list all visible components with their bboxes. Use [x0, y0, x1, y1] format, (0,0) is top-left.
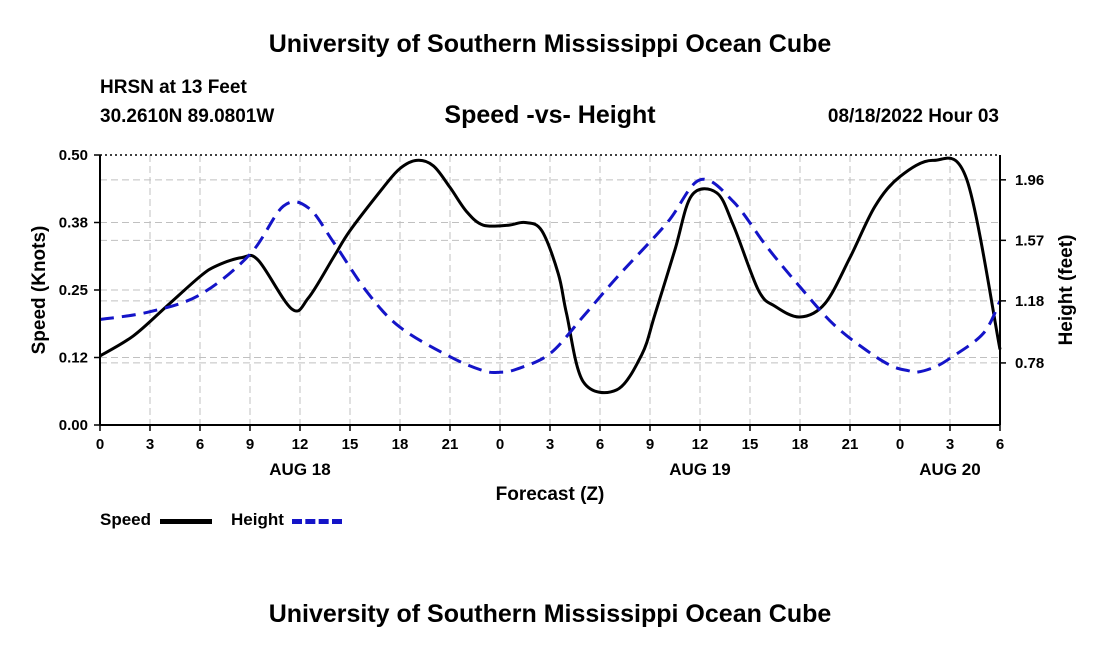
x-axis-title: Forecast (Z)	[496, 484, 605, 505]
x-tick-label: 0	[496, 436, 504, 453]
x-tick-label: 3	[946, 436, 954, 453]
y2-tick-label: 1.96	[1015, 172, 1044, 189]
x-tick-label: 21	[842, 436, 859, 453]
legend-height-label: Height	[231, 510, 284, 529]
x-tick-label: 15	[342, 436, 359, 453]
y-tick-label: 0.12	[59, 350, 88, 367]
chart-subtitle: Speed -vs- Height	[444, 101, 656, 129]
x-tick-label: 21	[442, 436, 459, 453]
legend-height-swatch	[292, 519, 342, 524]
series-line-speed	[99, 156, 1002, 395]
x-tick-label: 6	[596, 436, 604, 453]
footer-title: University of Southern Mississippi Ocean…	[268, 600, 832, 628]
y2-tick-label: 0.78	[1015, 355, 1044, 372]
y-tick-label: 0.25	[59, 282, 88, 299]
date-label: AUG 18	[269, 460, 330, 479]
coordinates-label: 30.2610N 89.0801W	[100, 106, 275, 127]
x-tick-label: 3	[546, 436, 554, 453]
station-label: HRSN at 13 Feet	[100, 77, 247, 98]
y-axis-title: Speed (Knots)	[29, 226, 50, 355]
date-label: AUG 19	[669, 460, 730, 479]
y2-axis-title: Height (feet)	[1056, 235, 1077, 346]
axis-labels: 0 3 6 9 12 15 18 21 0 3 6 9 12 15 18 21 0 3 6 0.00 0.12 0.25 0…	[29, 147, 1077, 505]
date-label: AUG 20	[919, 460, 980, 479]
y2-tick-label: 1.57	[1015, 232, 1044, 249]
series-line-height	[99, 177, 1002, 375]
x-tick-label: 9	[246, 436, 254, 453]
y2-tick-label: 1.18	[1015, 293, 1044, 310]
forecast-datetime: 08/18/2022 Hour 03	[827, 106, 999, 127]
axes	[94, 154, 1006, 431]
series-layer	[99, 156, 1002, 395]
x-tick-label: 6	[196, 436, 204, 453]
y-tick-label: 0.50	[59, 147, 88, 164]
x-tick-label: 0	[96, 436, 104, 453]
x-tick-label: 3	[146, 436, 154, 453]
legend-speed-swatch	[160, 519, 212, 524]
x-tick-label: 12	[692, 436, 709, 453]
x-tick-label: 18	[392, 436, 409, 453]
chart-title: University of Southern Mississippi Ocean…	[268, 30, 832, 58]
x-tick-label: 18	[792, 436, 809, 453]
grid	[100, 155, 1000, 425]
legend-speed-label: Speed	[100, 510, 152, 529]
x-tick-label: 0	[896, 436, 904, 453]
x-tick-label: 9	[646, 436, 654, 453]
x-tick-label: 12	[292, 436, 309, 453]
y-tick-label: 0.00	[59, 417, 88, 434]
y-tick-label: 0.38	[59, 215, 88, 232]
x-tick-label: 6	[996, 436, 1004, 453]
x-tick-label: 15	[742, 436, 759, 453]
